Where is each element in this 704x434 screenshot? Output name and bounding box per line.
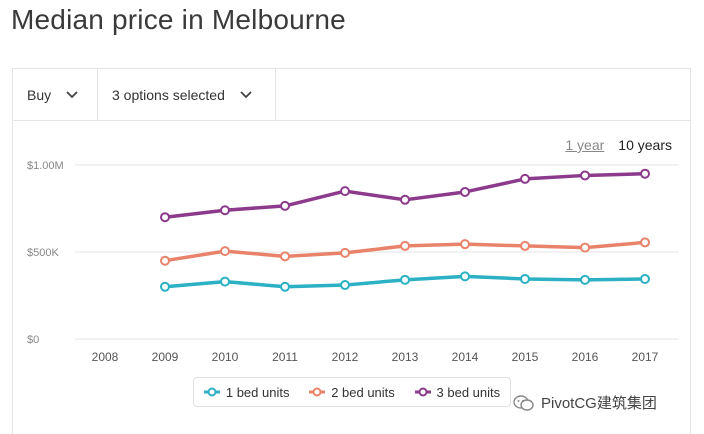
legend-item-2-bed[interactable]: 2 bed units bbox=[309, 385, 395, 400]
legend-label: 1 bed units bbox=[225, 384, 290, 400]
chart-legend: 1 bed units 2 bed units 3 bed units bbox=[193, 377, 511, 407]
data-point bbox=[580, 170, 590, 181]
x-tick-label: 2010 bbox=[212, 350, 239, 364]
data-point bbox=[460, 186, 470, 197]
data-point bbox=[580, 242, 590, 253]
data-point bbox=[160, 212, 170, 223]
data-point bbox=[160, 255, 170, 266]
x-tick-label: 2009 bbox=[152, 350, 179, 364]
watermark-text: PivotCG建筑集团 bbox=[541, 395, 657, 412]
data-point bbox=[520, 240, 530, 251]
x-tick-label: 2008 bbox=[92, 350, 119, 364]
options-dropdown-label: 3 options selected bbox=[112, 86, 225, 103]
chevron-down-icon bbox=[66, 90, 78, 98]
wechat-icon bbox=[513, 394, 534, 411]
x-tick-label: 2012 bbox=[332, 350, 359, 364]
chevron-down-icon bbox=[240, 90, 252, 98]
legend-swatch-icon bbox=[414, 387, 431, 397]
x-tick-label: 2015 bbox=[512, 350, 539, 364]
x-tick-label: 2013 bbox=[392, 350, 419, 364]
data-point bbox=[220, 276, 230, 287]
data-point bbox=[220, 246, 230, 257]
buy-dropdown[interactable]: Buy bbox=[13, 69, 98, 120]
y-tick-label: $1.00M bbox=[27, 160, 64, 172]
range-10-years-link[interactable]: 10 years bbox=[618, 137, 672, 153]
data-point bbox=[520, 273, 530, 284]
data-point bbox=[280, 200, 290, 211]
data-point bbox=[640, 237, 650, 248]
data-point bbox=[520, 173, 530, 184]
range-1-year-link[interactable]: 1 year bbox=[565, 137, 605, 153]
x-tick-label: 2011 bbox=[272, 350, 298, 364]
legend-swatch-icon bbox=[203, 387, 220, 397]
data-point bbox=[640, 168, 650, 179]
data-point bbox=[580, 274, 590, 285]
y-tick-label: $500K bbox=[27, 247, 59, 259]
y-tick-label: $0 bbox=[27, 334, 39, 346]
legend-swatch-icon bbox=[309, 387, 326, 397]
x-tick-label: 2016 bbox=[572, 350, 599, 364]
x-tick-label: 2017 bbox=[632, 350, 659, 364]
legend-label: 3 bed units bbox=[436, 384, 501, 400]
legend-label: 2 bed units bbox=[331, 384, 395, 400]
range-toggle: 1 year 10 years bbox=[565, 137, 672, 153]
chart-card: Buy 3 options selected 1 year 10 years $… bbox=[12, 68, 691, 434]
data-point bbox=[400, 274, 410, 285]
legend-item-1-bed[interactable]: 1 bed units bbox=[203, 384, 290, 400]
watermark: PivotCG建筑集团 bbox=[513, 392, 657, 413]
data-point bbox=[460, 271, 470, 282]
page-title: Median price in Melbourne bbox=[11, 4, 346, 35]
data-point bbox=[340, 186, 350, 197]
data-point bbox=[640, 273, 650, 284]
legend-item-3-bed[interactable]: 3 bed units bbox=[414, 384, 501, 400]
data-point bbox=[220, 205, 230, 216]
options-dropdown[interactable]: 3 options selected bbox=[98, 69, 276, 120]
x-tick-label: 2014 bbox=[452, 350, 479, 364]
data-point bbox=[280, 281, 290, 292]
data-point bbox=[400, 240, 410, 251]
data-point bbox=[280, 251, 290, 262]
filter-toolbar: Buy 3 options selected bbox=[13, 69, 690, 121]
data-point bbox=[160, 281, 170, 292]
data-point bbox=[340, 280, 350, 291]
data-point bbox=[400, 194, 410, 205]
data-point bbox=[340, 247, 350, 258]
buy-dropdown-label: Buy bbox=[27, 86, 52, 103]
line-chart: $0 $500K $1.00M 2008 2009 2010 2011 2012 2013 201… bbox=[27, 160, 679, 364]
data-point bbox=[460, 239, 470, 250]
